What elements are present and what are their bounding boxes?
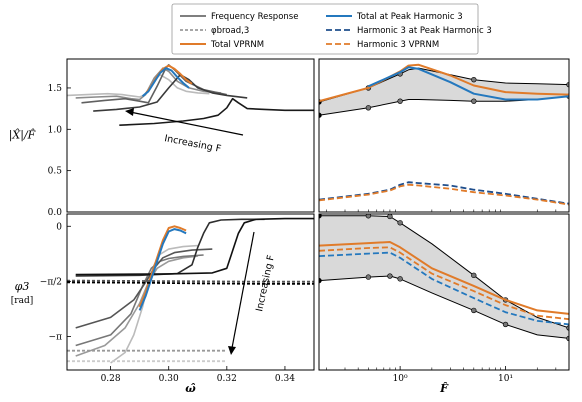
data-point: [471, 76, 477, 83]
legend-box: [171, 3, 479, 55]
legend-label: φbroad,3: [211, 26, 249, 36]
legend-label: Total at Peak Harmonic 3: [356, 12, 463, 22]
y-tick-label: 0: [56, 222, 62, 232]
data-point: [397, 276, 403, 282]
arrow-head: [125, 108, 134, 116]
axes-frame: [66, 58, 315, 213]
y-tick-label: 0.0: [48, 208, 63, 218]
shaded-band: [319, 68, 569, 116]
series-line: [319, 67, 569, 103]
x-tick-label: 0.30: [159, 374, 179, 384]
series-line: [75, 248, 213, 329]
series-line: [319, 181, 569, 205]
x-tick-label: 0.34: [275, 374, 295, 384]
data-point: [471, 98, 477, 104]
annotation-arrow: [129, 111, 244, 136]
series-line: [75, 217, 314, 276]
series-line: [319, 183, 569, 206]
data-point: [397, 98, 403, 104]
data-point: [365, 274, 372, 280]
y-axis-label: |X̂|/F̂: [9, 128, 36, 142]
series-line: [75, 254, 204, 347]
series-line: [367, 66, 569, 101]
x-axis-label: F̂: [439, 382, 449, 395]
series-line: [319, 215, 569, 329]
panel-bottom-right: 10⁰ 10¹ F̂: [318, 213, 570, 395]
data-point: [365, 105, 372, 111]
y-axis-label: φ3: [15, 280, 30, 293]
series-line: [319, 251, 569, 326]
legend: Frequency Response φbroad,3 Total VPRNM Tot…: [171, 3, 492, 55]
axes-frame: [66, 213, 315, 371]
panel-bottom-left: 0−π/2−π0.28 0.30 0.32 0.34φ3[rad]ω̂Increasi…: [11, 213, 315, 395]
data-point: [397, 220, 403, 226]
series-line: [138, 225, 187, 308]
series-line: [319, 246, 569, 321]
y-axis-unit: [rad]: [11, 296, 33, 306]
x-tick-label: 0.32: [217, 374, 237, 384]
arrow-head: [228, 346, 236, 355]
legend-label: Frequency Response: [211, 12, 298, 22]
shaded-band: [319, 215, 569, 339]
series-line: [319, 275, 569, 339]
series-line: [141, 67, 190, 97]
y-tick-label: −π/2: [40, 277, 62, 287]
series-line: [67, 279, 314, 283]
series-line: [67, 281, 314, 285]
data-point: [365, 214, 372, 219]
axes-frame: [318, 213, 570, 371]
legend-label: Harmonic 3 VPRNM: [357, 40, 439, 50]
legend-label: Total VPRNM: [210, 40, 264, 50]
y-tick-label: −π: [49, 332, 63, 342]
series-line: [138, 228, 187, 311]
panel-top-right: [318, 58, 570, 213]
y-tick-label: 1.0: [48, 125, 63, 135]
data-point: [471, 307, 477, 314]
x-tick-label: 0.28: [101, 374, 121, 384]
annotation-arrow: [231, 231, 255, 349]
annotation-text: Increasing F: [163, 133, 222, 155]
data-point: [471, 272, 477, 279]
x-axis-label: ω̂: [185, 382, 196, 395]
y-tick-label: 1.5: [48, 84, 63, 94]
data-point: [502, 321, 509, 328]
legend-label: Harmonic 3 at Peak Harmonic 3: [357, 26, 492, 36]
panel-top-left: 0.0 0.5 1.0 1.5 |X̂|/F̂ Increasing F: [9, 58, 315, 218]
y-tick-label: 0.5: [48, 167, 63, 177]
series-line: [75, 255, 198, 357]
data-point: [387, 273, 393, 279]
data-point: [387, 214, 393, 220]
x-tick-label: 10¹: [498, 374, 513, 384]
x-tick-label: 10⁰: [393, 374, 408, 384]
series-line: [319, 241, 569, 315]
series-line: [110, 244, 198, 364]
axes-frame: [318, 58, 570, 213]
